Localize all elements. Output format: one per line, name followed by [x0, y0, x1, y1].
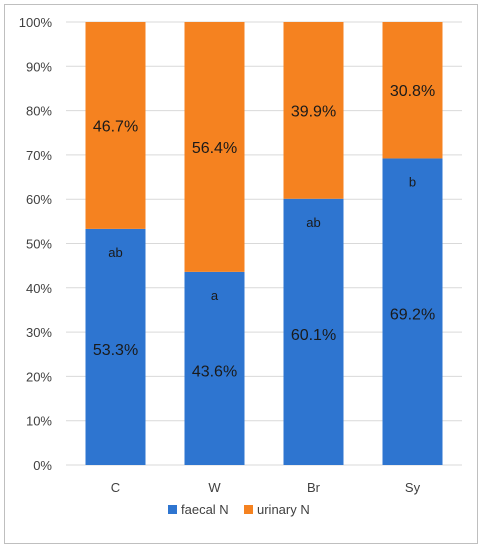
significance-letter: a: [211, 288, 219, 303]
x-tick-label: C: [111, 480, 120, 495]
data-label-faecal: 60.1%: [291, 327, 336, 344]
data-label-urinary: 46.7%: [93, 118, 138, 135]
bar-segment-urinary: [382, 22, 443, 159]
data-label-urinary: 39.9%: [291, 103, 336, 120]
legend-label: urinary N: [257, 502, 310, 517]
legend-swatch: [168, 505, 177, 514]
x-tick-label: Br: [307, 480, 321, 495]
x-tick-label: Sy: [405, 480, 421, 495]
y-tick-label: 30%: [26, 325, 52, 340]
y-tick-label: 40%: [26, 281, 52, 296]
bar-segment-urinary: [283, 22, 344, 199]
legend-swatch: [244, 505, 253, 514]
y-tick-label: 0%: [33, 458, 52, 473]
data-label-urinary: 56.4%: [192, 140, 237, 157]
significance-letter: b: [409, 174, 416, 189]
bar-segment-faecal: [85, 228, 146, 465]
bar-segment-faecal: [283, 198, 344, 465]
y-tick-label: 70%: [26, 148, 52, 163]
data-label-urinary: 30.8%: [390, 83, 435, 100]
bar-segment-faecal: [382, 158, 443, 465]
y-tick-label: 10%: [26, 414, 52, 429]
significance-letter: ab: [108, 245, 122, 260]
data-label-faecal: 69.2%: [390, 307, 435, 324]
bar-segment-urinary: [85, 22, 146, 229]
significance-letter: ab: [306, 215, 320, 230]
legend-label: faecal N: [181, 502, 229, 517]
y-tick-label: 60%: [26, 192, 52, 207]
y-tick-label: 20%: [26, 369, 52, 384]
data-label-faecal: 53.3%: [93, 342, 138, 359]
y-tick-label: 90%: [26, 59, 52, 74]
y-tick-label: 50%: [26, 237, 52, 252]
bar-segment-faecal: [184, 271, 245, 465]
data-label-faecal: 43.6%: [192, 363, 237, 380]
x-tick-label: W: [208, 480, 221, 495]
bar-segment-urinary: [184, 22, 245, 272]
y-tick-label: 80%: [26, 104, 52, 119]
y-tick-label: 100%: [19, 15, 53, 30]
